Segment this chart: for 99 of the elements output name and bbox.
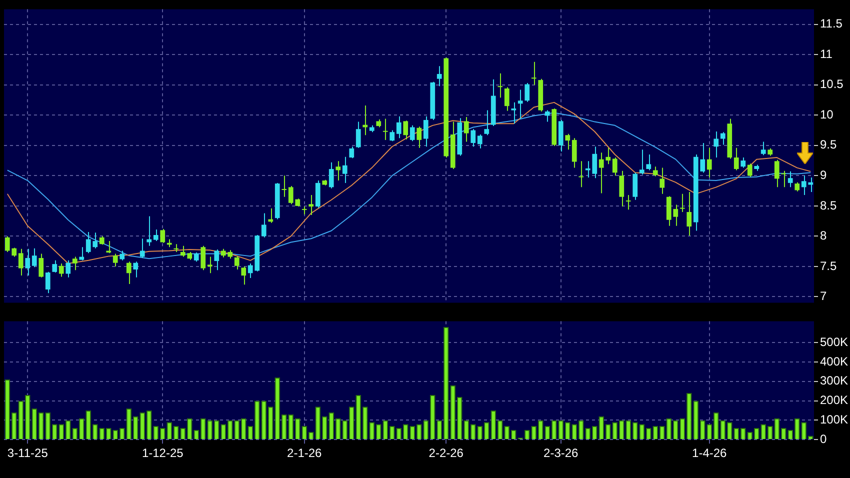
candlestick — [234, 256, 240, 270]
candlestick — [160, 228, 166, 244]
y-tick-label: 9.5 — [820, 138, 838, 152]
candlestick — [315, 180, 320, 208]
x-tick-label: 2-1-26 — [287, 446, 322, 460]
candlestick — [200, 245, 206, 271]
candlestick — [794, 182, 800, 192]
candlestick — [140, 238, 145, 259]
candlestick — [38, 253, 44, 278]
candlestick — [477, 134, 482, 149]
candlestick — [302, 206, 307, 215]
y-tick-label: 11 — [820, 46, 833, 61]
candlestick — [79, 246, 84, 261]
y-tick-label: 0 — [820, 432, 827, 446]
candlestick — [747, 163, 752, 178]
candlestick — [356, 121, 361, 148]
candlestick — [133, 261, 138, 278]
candlestick — [788, 170, 793, 188]
candlestick — [632, 172, 638, 200]
y-tick-label: 200K — [820, 393, 848, 408]
y-tick-label: 400K — [820, 354, 848, 368]
candlestick — [261, 212, 266, 238]
y-tick-label: 500K — [820, 334, 848, 349]
candlestick — [714, 130, 719, 158]
candlestick — [45, 271, 50, 294]
candlestick — [32, 248, 37, 268]
candlestick — [342, 156, 348, 184]
candlestick — [511, 102, 516, 124]
y-tick-label: 10 — [820, 107, 834, 122]
candlestick — [146, 216, 152, 246]
y-tick-label: 10.5 — [820, 77, 844, 92]
candlestick — [416, 126, 422, 148]
y-tick-label: 100K — [820, 412, 848, 427]
candlestick — [464, 116, 469, 142]
candlestick — [734, 147, 739, 171]
candlestick — [706, 147, 712, 178]
candlestick — [336, 160, 341, 182]
candlestick — [126, 261, 132, 285]
candlestick — [686, 192, 692, 236]
y-tick-label: 8.5 — [820, 198, 838, 212]
candlestick — [612, 157, 618, 176]
candlestick — [214, 249, 220, 271]
candlestick — [52, 260, 58, 274]
candlestick — [646, 154, 652, 171]
candlestick — [396, 116, 402, 139]
candlestick — [410, 124, 415, 142]
y-tick-label: 7 — [820, 289, 827, 304]
candlestick — [282, 175, 287, 198]
candlestick — [680, 193, 685, 212]
candlestick — [308, 194, 314, 216]
x-tick-label: 3-11-25 — [7, 446, 48, 460]
y-tick-label: 11.5 — [820, 16, 843, 31]
candlestick — [524, 82, 530, 102]
x-tick-label: 1-12-25 — [142, 446, 184, 460]
candlestick — [72, 256, 78, 271]
candlestick — [18, 248, 24, 276]
candlestick — [660, 167, 665, 194]
candlestick — [531, 61, 536, 86]
candlestick — [626, 194, 631, 210]
x-tick-label: 1-4-26 — [692, 446, 728, 460]
candlestick — [241, 266, 246, 286]
candlestick — [207, 256, 212, 274]
candlestick — [25, 248, 30, 276]
x-tick-label: 2-3-26 — [544, 446, 579, 460]
candlestick — [518, 89, 523, 120]
candlestick — [578, 160, 584, 188]
candlestick — [639, 149, 644, 175]
y-tick-label: 7.5 — [820, 258, 838, 273]
candlestick — [328, 162, 334, 189]
candlestick — [66, 260, 71, 278]
candlestick — [760, 141, 766, 156]
candlestick — [504, 86, 510, 112]
candlestick — [652, 166, 658, 177]
candlestick — [194, 252, 199, 262]
candlestick — [572, 138, 577, 168]
y-tick-label: 300K — [820, 374, 848, 388]
candlestick — [470, 128, 476, 148]
candlestick — [423, 116, 428, 148]
candlestick — [740, 157, 746, 168]
candlestick — [58, 262, 64, 278]
candlestick — [382, 118, 388, 140]
candlestick — [349, 146, 354, 159]
candlestick — [106, 240, 112, 254]
candlestick — [390, 130, 395, 142]
candlestick — [436, 66, 442, 87]
candlestick — [120, 250, 125, 261]
candlestick — [484, 110, 490, 136]
y-tick-label: 9 — [820, 168, 827, 182]
candlestick — [565, 133, 570, 150]
candlestick — [403, 120, 408, 140]
candlestick — [153, 229, 158, 242]
x-tick-label: 2-2-26 — [428, 446, 464, 460]
candlestick — [544, 110, 550, 122]
candlestick — [720, 132, 726, 146]
candlestick — [174, 244, 179, 252]
candlestick — [498, 72, 503, 98]
candlestick — [112, 253, 118, 267]
candlestick — [619, 170, 624, 208]
y-tick-label: 8 — [820, 228, 827, 243]
